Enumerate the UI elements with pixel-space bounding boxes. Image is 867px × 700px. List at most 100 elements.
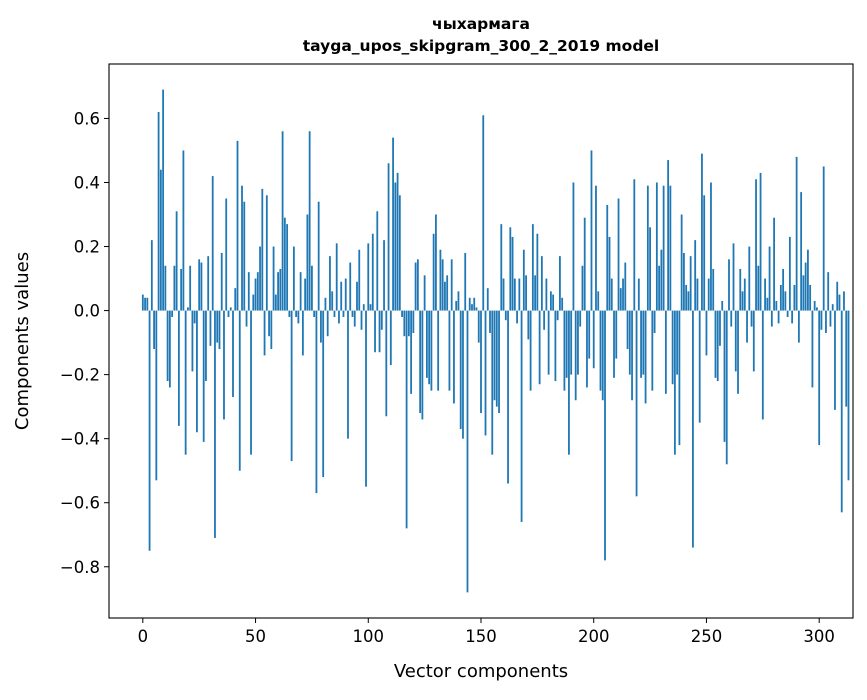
bar <box>773 217 775 311</box>
bar <box>349 262 352 311</box>
bar <box>380 310 383 330</box>
bar <box>714 310 717 378</box>
bar <box>450 259 453 311</box>
bar <box>455 300 458 311</box>
bar <box>480 310 482 414</box>
bar <box>234 288 237 311</box>
bar <box>683 252 685 311</box>
bar <box>297 310 300 324</box>
bar <box>270 310 273 350</box>
bar <box>459 310 462 430</box>
y-tick-label: −0.4 <box>60 430 100 449</box>
bar <box>331 291 334 311</box>
bar <box>834 310 836 410</box>
bar <box>511 236 514 311</box>
bar <box>615 310 618 359</box>
bar <box>166 310 169 382</box>
bar <box>522 249 525 311</box>
bar <box>536 233 539 311</box>
y-tick-label: −0.8 <box>60 558 100 577</box>
bar <box>184 310 187 455</box>
bar <box>491 310 494 455</box>
bar <box>703 195 706 311</box>
bar <box>385 310 388 417</box>
bar <box>247 272 250 311</box>
bar <box>376 211 379 311</box>
bar <box>734 310 737 372</box>
bar <box>473 297 476 311</box>
y-axis: −0.8 −0.6 −0.4 −0.2 0.0 0.2 0.4 0.6 <box>60 109 109 577</box>
bar <box>401 310 403 317</box>
bar <box>378 310 381 353</box>
bar <box>599 310 602 391</box>
bar <box>419 310 422 414</box>
bar <box>432 233 435 311</box>
x-tick-label: 50 <box>245 627 266 646</box>
bar <box>193 310 196 324</box>
x-tick-label: 300 <box>803 627 835 646</box>
bar <box>788 236 791 311</box>
bar <box>225 198 228 311</box>
bar <box>649 227 651 311</box>
bar <box>671 310 674 385</box>
bar <box>586 310 588 388</box>
bar <box>407 310 410 337</box>
bar <box>640 310 642 378</box>
bar <box>516 310 518 324</box>
bar <box>360 310 363 330</box>
bar <box>574 310 577 401</box>
bar <box>685 284 688 311</box>
bar <box>802 275 805 311</box>
bar <box>673 310 676 455</box>
bar <box>590 150 593 311</box>
bar <box>624 262 627 311</box>
bar <box>504 310 507 321</box>
bar <box>369 304 372 311</box>
bar <box>529 310 532 391</box>
bar <box>791 310 794 324</box>
bar <box>464 252 467 311</box>
bar <box>728 259 730 311</box>
bar <box>444 281 446 311</box>
bar <box>543 310 546 330</box>
bar <box>549 291 552 311</box>
bar <box>797 310 800 343</box>
bar <box>392 137 394 311</box>
bar <box>608 236 611 311</box>
bar <box>592 310 595 369</box>
bar <box>313 310 316 317</box>
bar <box>493 310 496 401</box>
bar <box>570 310 573 375</box>
bar <box>182 150 185 311</box>
bar <box>295 310 298 317</box>
bar <box>831 304 834 311</box>
bar <box>173 265 176 311</box>
bar <box>324 297 327 311</box>
bar <box>678 310 681 446</box>
bar <box>531 224 534 311</box>
bar <box>268 310 270 337</box>
bar <box>320 310 322 343</box>
y-axis-label: Components values <box>12 252 33 430</box>
chart-title: чыхармага <box>432 15 530 33</box>
bar <box>148 310 151 551</box>
bar <box>486 288 489 311</box>
plot-frame <box>108 63 854 619</box>
bar <box>468 297 471 311</box>
y-tick-label: −0.6 <box>60 494 100 513</box>
bar <box>236 140 239 311</box>
bar <box>696 278 699 311</box>
bar <box>716 310 719 382</box>
bar <box>761 310 764 420</box>
bar <box>534 275 537 311</box>
bar <box>577 310 579 375</box>
bar <box>644 310 647 404</box>
bar <box>619 288 622 311</box>
bar <box>196 310 198 433</box>
bar <box>189 265 192 311</box>
bar <box>335 243 338 311</box>
x-tick-label: 150 <box>465 627 497 646</box>
bar <box>209 310 212 346</box>
bar <box>795 156 798 311</box>
bar <box>509 227 512 311</box>
